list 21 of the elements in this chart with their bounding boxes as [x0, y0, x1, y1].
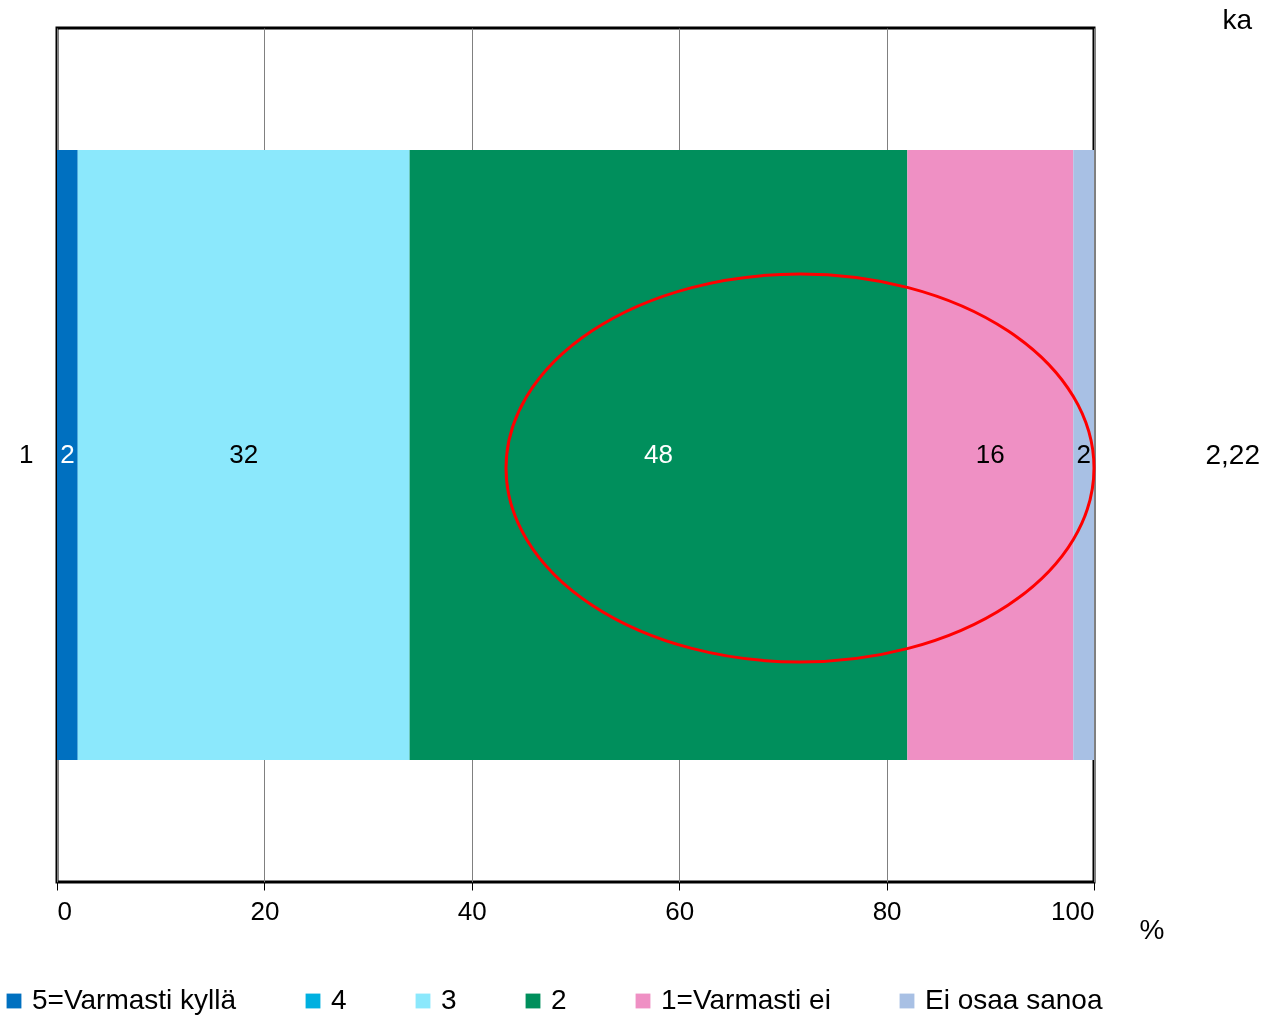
x-axis-title: %	[1139, 913, 1165, 945]
legend-label: 2	[551, 984, 567, 1015]
data-label: 2	[60, 439, 75, 469]
x-tick-label: 40	[457, 895, 487, 926]
data-label: 16	[975, 439, 1005, 469]
legend-label: 4	[331, 984, 347, 1015]
data-label: 48	[644, 439, 673, 469]
data-label: 32	[229, 439, 259, 469]
text: 2,22	[1205, 439, 1260, 471]
legend-label: 5=Varmasti kyllä	[32, 984, 237, 1015]
legend-label: 3	[441, 984, 457, 1015]
data-label: 2	[1076, 439, 1091, 469]
x-tick-label: 80	[872, 895, 902, 926]
legend-label: Ei osaa sanoa	[925, 984, 1103, 1015]
legend-label: 1=Varmasti ei	[661, 984, 831, 1015]
y-tick-label: 1	[19, 439, 34, 469]
text: ka	[1222, 4, 1252, 36]
x-tick-label: 20	[250, 895, 280, 926]
x-tick-label: 100	[1051, 895, 1095, 926]
x-tick-label: 60	[665, 895, 695, 926]
x-tick-label: 0	[57, 895, 72, 926]
